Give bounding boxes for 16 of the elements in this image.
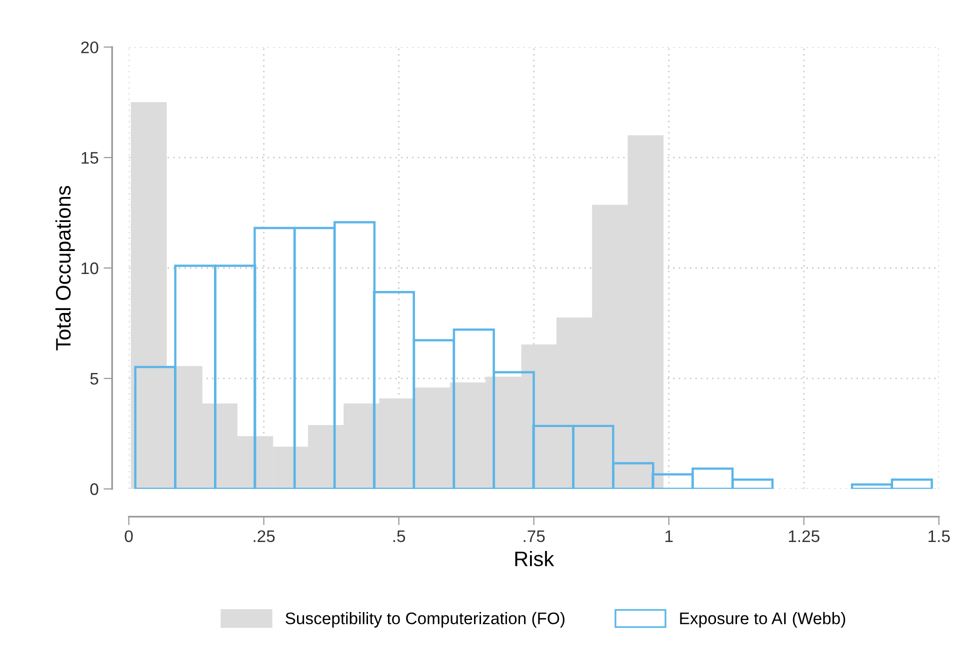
y-tick-label: 5 [90,373,98,385]
y-tick-label: 0 [90,483,98,496]
x-axis-title: Risk [515,550,554,566]
x-tick-label: .25 [254,530,275,542]
x-tick-label: 1.5 [928,530,950,542]
y-tick-label: 20 [81,41,98,54]
x-tick-label: 0 [124,530,133,542]
x-tick-label: 1.25 [788,530,820,542]
x-tick-label: 1 [665,530,673,542]
y-tick-label: 10 [82,262,98,274]
y-axis-title: Total Occupations [55,186,75,350]
y-tick-label: 15 [82,152,98,164]
legend-label: Susceptibility to Computerization (FO) [286,612,564,628]
x-tick-label: .75 [524,530,545,542]
x-tick-label: .5 [393,530,406,542]
legend-label: Exposure to AI (Webb) [680,612,846,628]
